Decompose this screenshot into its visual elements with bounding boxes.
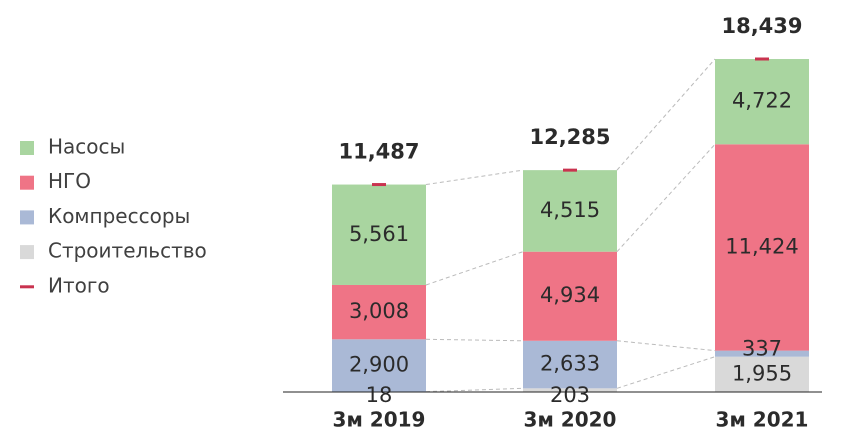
connector [425,251,524,286]
value-label: 2,633 [540,352,600,376]
value-label: 5,561 [349,222,409,246]
legend-label: Компрессоры [48,204,190,228]
value-label: 11,424 [725,234,798,258]
value-label: 4,515 [540,198,600,222]
connector [616,356,716,389]
legend-swatch [20,210,34,225]
legend-swatch [20,285,34,289]
legend-label: Итого [48,273,110,297]
bar-segment [523,170,617,252]
total-marker [563,168,577,172]
bar-segment [715,144,809,351]
value-label: 2,900 [349,352,409,376]
bar-segment [523,340,617,389]
total-marker [755,57,769,61]
connector [425,338,524,342]
value-label: 4,934 [540,283,600,307]
x-tick-label: 3м 2019 [333,408,426,432]
bar-segment [715,59,809,145]
value-label: 3,008 [349,299,409,323]
bar-segment [715,356,809,392]
total-label: 12,285 [529,125,610,149]
x-tick-label: 3м 2021 [716,408,809,432]
x-tick-label: 3м 2020 [524,408,617,432]
legend-swatch [20,245,34,260]
value-label: 4,722 [732,89,792,113]
bar-segment [523,388,617,392]
bar-segment [332,339,426,392]
value-label: 18 [366,383,393,407]
total-label: 11,487 [338,140,419,164]
value-label: 203 [550,383,590,407]
connector [425,387,524,393]
legend-label: НГО [48,169,91,193]
connector [616,143,716,253]
bar-segment [715,350,809,357]
bar-segment [332,184,426,285]
value-label: 337 [742,337,782,361]
bar-segment [332,284,426,340]
connector [425,169,524,186]
total-marker [372,183,386,187]
legend-label: Строительство [48,239,207,263]
legend-swatch [20,175,34,190]
bar-segment [523,251,617,341]
legend-label: Насосы [48,135,125,159]
legend-swatch [20,141,34,155]
value-label: 1,955 [732,361,792,385]
connector [616,58,716,171]
connector [616,340,716,352]
total-label: 18,439 [721,14,802,38]
